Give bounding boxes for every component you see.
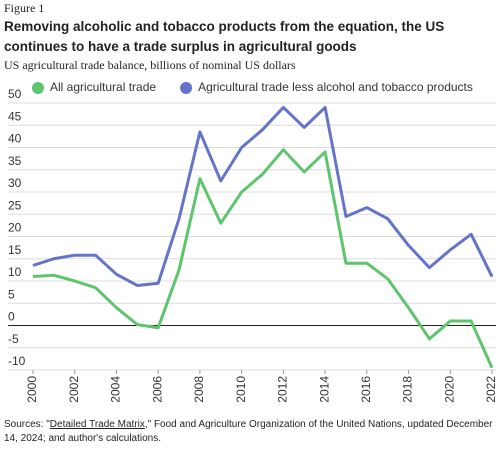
y-tick-label: -5 xyxy=(8,332,19,346)
x-tick-label: 2018 xyxy=(401,376,415,403)
y-tick-label: 35 xyxy=(8,154,22,168)
series-line xyxy=(32,148,494,369)
y-tick-label: 5 xyxy=(8,287,15,301)
y-tick-label: 40 xyxy=(8,132,22,146)
x-tick-label: 2022 xyxy=(484,376,498,403)
x-tick-label: 2012 xyxy=(276,376,290,403)
chart-title: Removing alcoholic and tobacco products … xyxy=(4,19,445,54)
x-tick-label: 2016 xyxy=(359,376,373,403)
x-tick-label: 2002 xyxy=(67,376,81,403)
x-tick-label: 2004 xyxy=(109,376,123,403)
y-tick-label: 15 xyxy=(8,243,22,257)
source-link[interactable]: Detailed Trade Matrix xyxy=(49,419,145,430)
x-tick-label: 2014 xyxy=(317,376,331,403)
source-note: Sources: "Detailed Trade Matrix," Food a… xyxy=(4,418,494,446)
source-suffix: ," Food and Agriculture Organization of … xyxy=(4,419,493,444)
figure-label: Figure 1 xyxy=(4,1,45,15)
x-tick-label: 2000 xyxy=(25,376,39,403)
legend-label: Agricultural trade less alcohol and toba… xyxy=(198,80,473,94)
y-tick-label: 50 xyxy=(8,87,22,101)
legend-label: All agricultural trade xyxy=(50,80,156,94)
legend-marker xyxy=(32,82,44,94)
series-line xyxy=(32,105,494,287)
y-tick-label: 10 xyxy=(8,265,22,279)
y-tick-label: 25 xyxy=(8,198,22,212)
y-tick-label: -10 xyxy=(8,354,26,368)
chart: -10 -5 0 5 10 15 20 25 30 35 40 45 50 2000 2002 2004 200… xyxy=(8,80,498,403)
x-tick-label: 2020 xyxy=(442,376,456,403)
x-tick-label: 2010 xyxy=(234,376,248,403)
legend-marker xyxy=(180,82,193,94)
x-tick-label: 2008 xyxy=(192,376,206,403)
y-tick-label: 45 xyxy=(8,109,22,123)
y-tick-label: 0 xyxy=(8,310,15,324)
source-prefix: Sources: " xyxy=(4,419,50,430)
y-tick-label: 30 xyxy=(8,176,22,190)
chart-subtitle: US agricultural trade balance, billions … xyxy=(4,58,296,72)
x-tick-label: 2006 xyxy=(150,376,164,403)
y-tick-label: 20 xyxy=(8,221,22,235)
